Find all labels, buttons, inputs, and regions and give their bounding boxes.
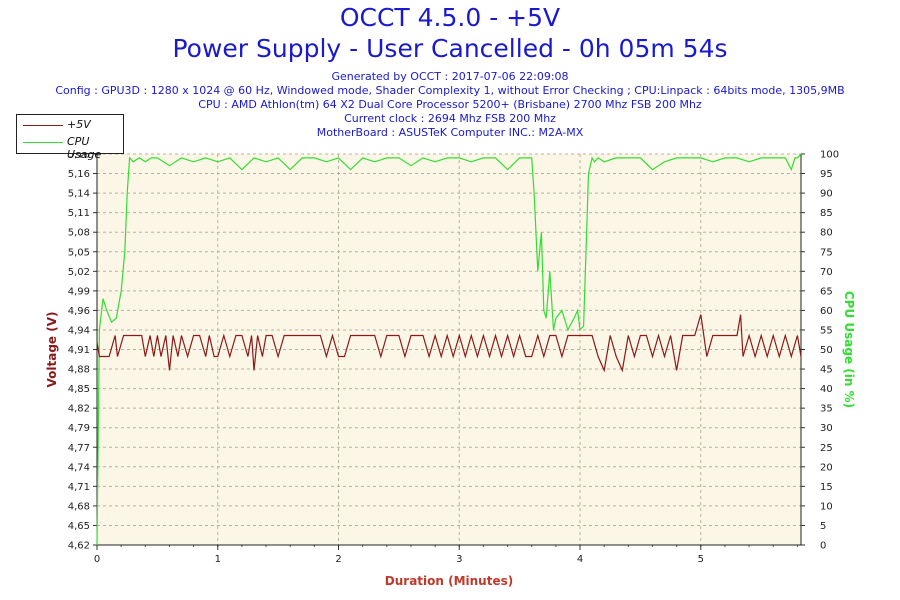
y-right-tick-label: 30 xyxy=(820,423,833,434)
y-right-tick-label: 45 xyxy=(820,365,833,376)
cpu-info: CPU : AMD Athlon(tm) 64 X2 Dual Core Pro… xyxy=(198,98,702,111)
y-right-tick-label: 55 xyxy=(820,325,833,336)
config-info: Config : GPU3D : 1280 x 1024 @ 60 Hz, Wi… xyxy=(55,84,845,97)
legend-item-cpu: CPU Usage xyxy=(17,134,123,161)
y-right-tick-label: 70 xyxy=(820,267,833,278)
x-tick-label: 4 xyxy=(577,554,583,565)
y-left-tick-label: 4,74 xyxy=(68,462,90,473)
y-left-tick-label: 4,77 xyxy=(68,443,90,454)
y-left-tick-label: 4,68 xyxy=(68,501,90,512)
generated-info: Generated by OCCT : 2017-07-06 22:09:08 xyxy=(331,70,569,83)
y-left-tick-label: 5,18 xyxy=(68,150,90,161)
y-left-tick-label: 4,88 xyxy=(68,365,90,376)
y-left-tick-label: 5,02 xyxy=(68,267,90,278)
x-axis-label: Duration (Minutes) xyxy=(385,574,513,588)
y-axis-label-right: CPU Usage (in %) xyxy=(842,291,856,408)
y-right-tick-label: 75 xyxy=(820,247,833,258)
chart-subtitle: Power Supply - User Cancelled - 0h 05m 5… xyxy=(172,34,728,63)
y-right-tick-label: 10 xyxy=(820,501,833,512)
y-right-tick-label: 60 xyxy=(820,306,833,317)
legend-label-cpu: CPU Usage xyxy=(67,135,102,161)
y-right-tick-label: 90 xyxy=(820,189,833,200)
x-tick-label: 5 xyxy=(698,554,704,565)
y-left-tick-label: 4,82 xyxy=(68,404,90,415)
y-left-tick-label: 4,65 xyxy=(68,521,90,532)
legend-swatch-voltage xyxy=(23,125,63,126)
y-left-tick-label: 5,11 xyxy=(68,208,90,219)
y-right-tick-label: 50 xyxy=(820,345,833,356)
y-left-tick-label: 4,62 xyxy=(68,541,90,552)
y-left-tick-label: 5,16 xyxy=(68,169,90,180)
y-left-tick-label: 4,99 xyxy=(68,286,90,297)
y-right-tick-label: 25 xyxy=(820,443,833,454)
series-line-cpu-usage xyxy=(96,153,802,546)
y-left-tick-label: 4,91 xyxy=(68,345,90,356)
y-right-tick-label: 65 xyxy=(820,286,833,297)
y-right-tick-label: 5 xyxy=(820,521,826,532)
y-right-tick-label: 100 xyxy=(820,150,839,161)
y-left-tick-label: 4,94 xyxy=(68,325,90,336)
y-left-tick-label: 5,14 xyxy=(68,189,90,200)
x-tick-label: 1 xyxy=(215,554,221,565)
chart-legend: +5V CPU Usage xyxy=(16,114,124,161)
chart-title: OCCT 4.5.0 - +5V xyxy=(339,3,561,32)
plot-area xyxy=(97,154,801,545)
y-right-tick-label: 15 xyxy=(820,482,833,493)
y-right-tick-label: 80 xyxy=(820,228,833,239)
y-axis-label-left: Voltage (V) xyxy=(45,312,59,388)
x-tick-label: 2 xyxy=(335,554,341,565)
y-right-tick-label: 0 xyxy=(820,541,826,552)
y-left-tick-label: 5,05 xyxy=(68,247,90,258)
series-line-voltage xyxy=(96,314,802,373)
clock-info: Current clock : 2694 Mhz FSB 200 Mhz xyxy=(344,112,556,125)
motherboard-info: MotherBoard : ASUSTeK Computer INC.: M2A… xyxy=(316,126,584,139)
y-right-tick-label: 35 xyxy=(820,404,833,415)
y-right-tick-label: 20 xyxy=(820,462,833,473)
y-right-tick-label: 40 xyxy=(820,384,833,395)
y-left-tick-label: 4,96 xyxy=(68,306,90,317)
x-tick-label: 0 xyxy=(94,554,100,565)
y-left-tick-label: 4,71 xyxy=(68,482,90,493)
y-right-tick-label: 95 xyxy=(820,169,833,180)
x-tick-label: 3 xyxy=(456,554,462,565)
y-right-tick-label: 85 xyxy=(820,208,833,219)
legend-item-voltage: +5V xyxy=(17,117,123,133)
legend-label-voltage: +5V xyxy=(67,118,91,131)
legend-swatch-cpu xyxy=(23,142,63,143)
y-left-tick-label: 4,85 xyxy=(68,384,90,395)
y-left-tick-label: 4,79 xyxy=(68,423,90,434)
y-left-tick-label: 5,08 xyxy=(68,228,90,239)
